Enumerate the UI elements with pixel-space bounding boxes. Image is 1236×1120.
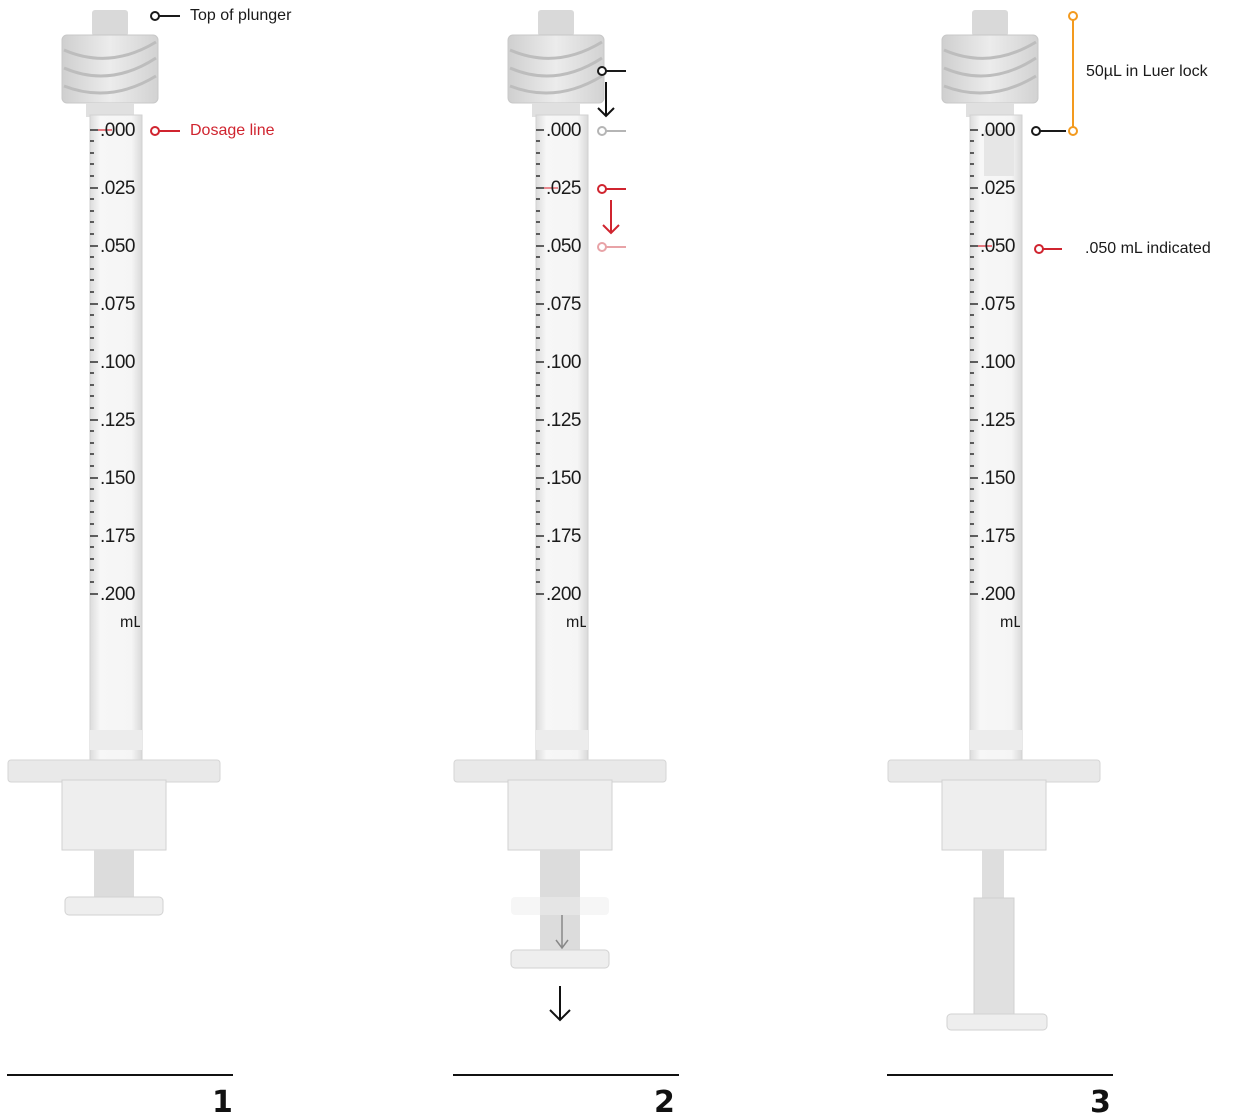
scale-labels: .000 .025 .050 .075 .100 .125 .150 .175 …: [980, 118, 1020, 638]
scale-label: .100: [980, 352, 1015, 373]
scale-label: .000: [100, 120, 135, 141]
scale-label: .175: [546, 526, 581, 547]
callout-top-of-plunger: Top of plunger: [190, 7, 292, 24]
scale-label: .200: [980, 584, 1015, 605]
scale-label: .075: [546, 294, 581, 315]
scale-label: .075: [980, 294, 1015, 315]
scale-label: .150: [100, 468, 135, 489]
panel-step-2: .000 .025 .050 .075 .100 .125 .150 .175 …: [446, 0, 866, 1120]
panel-step-3: .000 .025 .050 .075 .100 .125 .150 .175 …: [880, 0, 1236, 1120]
step-number: 1: [212, 1085, 233, 1120]
scale-label: .100: [546, 352, 581, 373]
callout-indicated: .050 mL indicated: [1085, 240, 1211, 257]
scale-label: .200: [546, 584, 581, 605]
step-divider: [7, 1074, 233, 1076]
scale-label: .175: [100, 526, 135, 547]
scale-label: .175: [980, 526, 1015, 547]
scale-label: .150: [980, 468, 1015, 489]
step-number: 3: [1090, 1085, 1111, 1120]
scale-label: .050: [546, 236, 581, 257]
scale-label: .000: [546, 120, 581, 141]
step-number: 2: [654, 1085, 675, 1120]
scale-label: .050: [980, 236, 1015, 257]
unit-label: mL: [1000, 614, 1020, 631]
syringe-illustration-3: [887, 10, 1101, 1031]
scale-label: .125: [546, 410, 581, 431]
unit-label: mL: [120, 614, 140, 631]
scale-label: .200: [100, 584, 135, 605]
scale-label: .075: [100, 294, 135, 315]
scale-label: .025: [100, 178, 135, 199]
scale-label: .050: [100, 236, 135, 257]
panel-step-1: .000 .025 .050 .075 .100 .125 .150 .175 …: [0, 0, 420, 1120]
scale-label: .125: [100, 410, 135, 431]
syringe-illustration-1: [7, 10, 221, 916]
callout-dosage-line: Dosage line: [190, 122, 275, 139]
step-divider: [887, 1074, 1113, 1076]
scale-label: .025: [980, 178, 1015, 199]
step-divider: [453, 1074, 679, 1076]
scale-labels: .000 .025 .050 .075 .100 .125 .150 .175 …: [100, 118, 140, 638]
down-arrow-icon: [549, 986, 571, 1022]
scale-label: .000: [980, 120, 1015, 141]
callout-luer-lock: 50µL in Luer lock: [1086, 63, 1208, 80]
scale-label: .025: [546, 178, 581, 199]
scale-label: .100: [100, 352, 135, 373]
scale-label: .150: [546, 468, 581, 489]
syringe-illustration-2: [453, 10, 667, 1022]
scale-label: .125: [980, 410, 1015, 431]
unit-label: mL: [566, 614, 586, 631]
scale-labels: .000 .025 .050 .075 .100 .125 .150 .175 …: [546, 118, 586, 638]
